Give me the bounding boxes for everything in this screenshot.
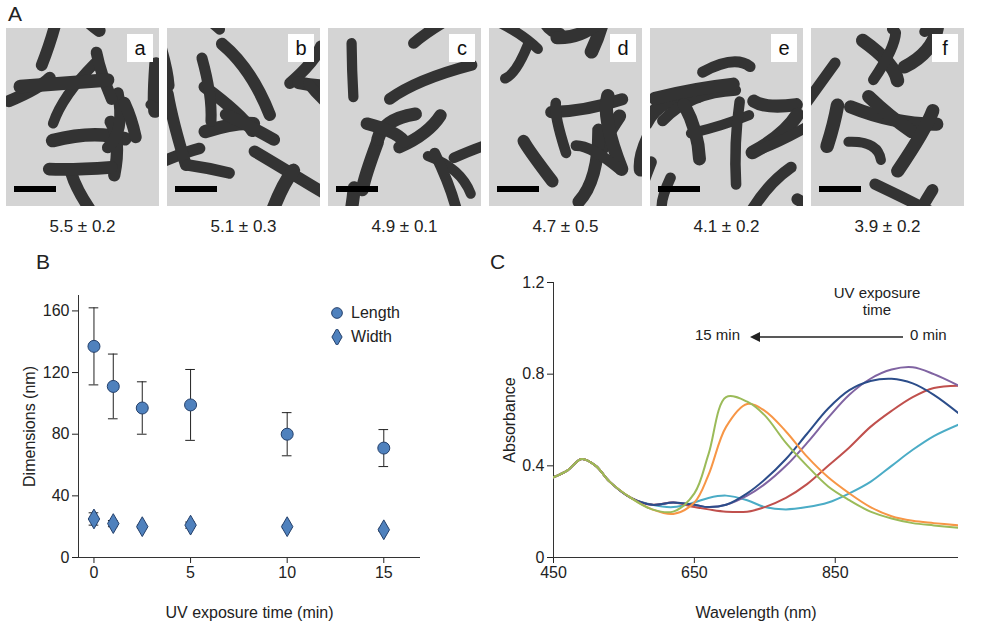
svg-text:0: 0 <box>90 564 99 581</box>
svg-text:0: 0 <box>535 548 545 566</box>
svg-text:0.8: 0.8 <box>522 365 544 382</box>
svg-text:0.4: 0.4 <box>522 457 544 474</box>
svg-text:4.7 ± 0.5: 4.7 ± 0.5 <box>532 217 598 236</box>
svg-text:1.2: 1.2 <box>522 274 544 291</box>
html-text:B: B <box>36 250 50 273</box>
svg-text:a: a <box>134 37 146 59</box>
html-text:C: C <box>490 250 506 273</box>
svg-text:5.1 ± 0.3: 5.1 ± 0.3 <box>210 217 276 236</box>
svg-text:120: 120 <box>43 364 70 381</box>
svg-text:b: b <box>295 37 306 59</box>
svg-text:15: 15 <box>375 564 393 581</box>
svg-text:Absorbance: Absorbance <box>501 377 518 462</box>
html-text:UV exposure time: UV exposure time <box>833 284 921 318</box>
svg-text:80: 80 <box>52 425 70 442</box>
svg-text:UV exposure time (min): UV exposure time (min) <box>165 604 333 621</box>
svg-text:450: 450 <box>540 564 567 581</box>
svg-text:5: 5 <box>186 564 195 581</box>
html-text:15 min: 15 min <box>695 326 740 343</box>
svg-text:4.1 ± 0.2: 4.1 ± 0.2 <box>693 217 759 236</box>
svg-text:3.9 ± 0.2: 3.9 ± 0.2 <box>854 217 920 236</box>
svg-text:4.9 ± 0.1: 4.9 ± 0.1 <box>371 217 437 236</box>
svg-text:40: 40 <box>52 487 70 504</box>
svg-text:Dimensions (nm): Dimensions (nm) <box>21 366 38 487</box>
svg-text:f: f <box>942 37 948 59</box>
svg-text:d: d <box>617 37 628 59</box>
svg-text:A: A <box>8 2 22 25</box>
svg-text:650: 650 <box>681 564 708 581</box>
html-text:Width: Width <box>351 328 392 345</box>
svg-text:5.5 ± 0.2: 5.5 ± 0.2 <box>49 217 115 236</box>
html-text:Length: Length <box>351 304 400 321</box>
svg-text:Wavelength (nm): Wavelength (nm) <box>695 604 816 621</box>
svg-text:c: c <box>457 37 467 59</box>
svg-text:10: 10 <box>278 564 296 581</box>
svg-text:e: e <box>778 37 789 59</box>
html-text:0 min: 0 min <box>910 326 947 343</box>
svg-text:160: 160 <box>43 302 70 319</box>
svg-text:0: 0 <box>61 549 70 566</box>
svg-text:850: 850 <box>822 564 849 581</box>
